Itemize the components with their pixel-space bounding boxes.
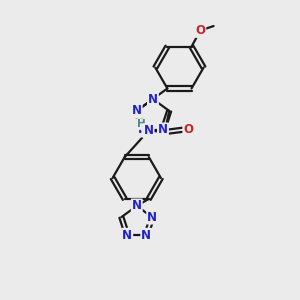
Text: N: N bbox=[132, 104, 142, 117]
Text: N: N bbox=[158, 124, 168, 136]
Text: O: O bbox=[195, 24, 205, 37]
Text: O: O bbox=[183, 123, 193, 136]
Text: N: N bbox=[138, 124, 148, 136]
Text: N: N bbox=[144, 124, 154, 137]
Text: N: N bbox=[132, 200, 142, 212]
Text: N: N bbox=[141, 229, 151, 242]
Text: N: N bbox=[122, 229, 132, 242]
Text: N: N bbox=[147, 211, 157, 224]
Text: H: H bbox=[137, 119, 146, 129]
Text: N: N bbox=[148, 93, 158, 106]
